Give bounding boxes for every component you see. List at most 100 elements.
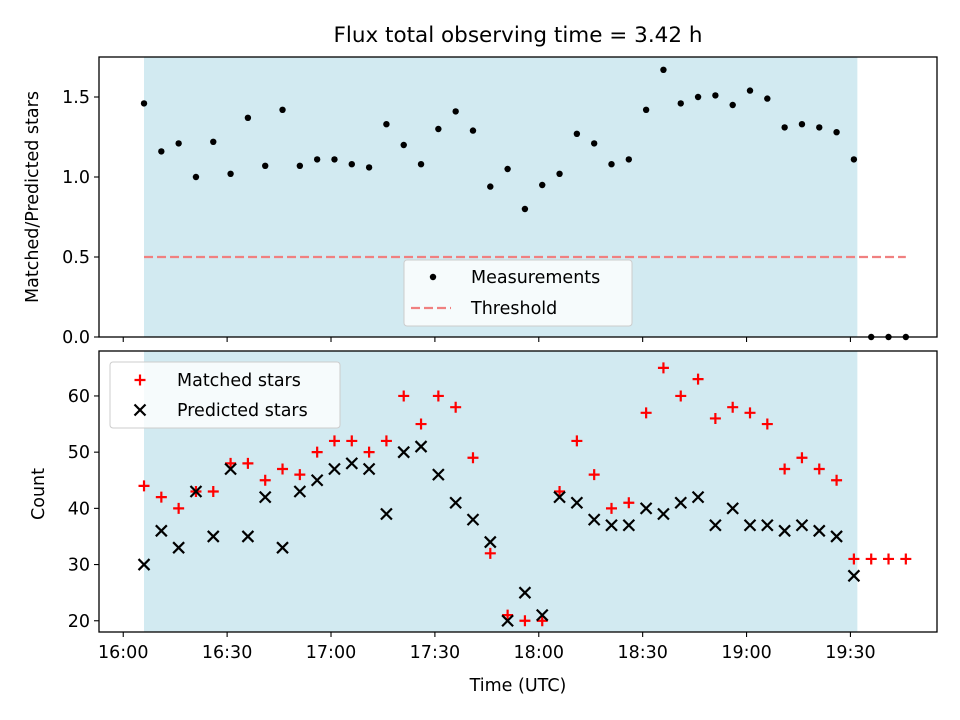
- measurement-point: [816, 124, 823, 131]
- measurement-point: [764, 95, 771, 102]
- matched-star-point: [138, 480, 150, 492]
- measurement-point: [833, 129, 840, 136]
- measurement-point: [417, 161, 425, 168]
- y-tick-label: 1.5: [62, 88, 90, 108]
- predicted-star-point: [484, 535, 497, 549]
- x-axis-label: Time (UTC): [469, 676, 567, 696]
- legend-box: [403, 259, 633, 327]
- legend-label-predicted: Predicted stars: [177, 401, 308, 421]
- predicted-star-point: [657, 507, 670, 521]
- matched-star-point: [761, 418, 773, 430]
- matched-star-point: [588, 469, 600, 481]
- measurement-point: [296, 162, 304, 169]
- count-panel: 20 30 40 50 60 16:00 16:30 17:00 17:30 18:00 18:30…: [68, 350, 938, 663]
- predicted-star-point: [276, 541, 289, 554]
- matched-star-point: [346, 435, 358, 447]
- predicted-star-point: [830, 530, 843, 543]
- measurement-point: [850, 156, 858, 163]
- predicted-star-point: [674, 496, 688, 510]
- matched-star-point: [640, 407, 652, 419]
- predicted-star-point: [726, 502, 739, 515]
- measurement-point: [348, 161, 355, 168]
- measurement-point: [556, 170, 563, 177]
- plot-frame: [98, 56, 938, 338]
- matched-star-point: [883, 553, 895, 565]
- measurement-point: [487, 183, 494, 190]
- predicted-star-point: [362, 462, 376, 476]
- predicted-star-point: [535, 608, 549, 622]
- matched-star-point: [415, 418, 427, 430]
- predicted-star-point: [709, 518, 722, 532]
- measurement-point: [262, 162, 269, 169]
- y-tick-label: 60: [68, 387, 90, 407]
- predicted-star-point: [258, 490, 272, 504]
- measurement-point: [244, 114, 252, 122]
- plot-frame: [98, 350, 938, 633]
- measurement-point: [365, 164, 373, 171]
- legend-marker-matched: [134, 374, 146, 386]
- measurement-point: [608, 161, 615, 168]
- measurement-point: [677, 100, 684, 107]
- predicted-star-point: [466, 513, 480, 526]
- predicted-star-point: [328, 462, 341, 476]
- predicted-star-point: [795, 518, 809, 532]
- measurement-point: [798, 121, 806, 128]
- x-tick-label: 19:30: [825, 643, 875, 663]
- predicted-star-point: [847, 569, 861, 583]
- y-tick-label: 0.0: [62, 328, 90, 348]
- predicted-star-point: [414, 440, 428, 453]
- measurement-point: [746, 87, 754, 94]
- measurement-point: [158, 148, 165, 155]
- measurement-point: [175, 140, 182, 147]
- matched-star-point: [623, 497, 635, 509]
- matched-star-point: [173, 502, 185, 514]
- matched-star-point: [432, 390, 444, 402]
- predicted-star-point: [206, 530, 220, 543]
- matched-star-point: [450, 401, 462, 413]
- predicted-star-point: [570, 496, 584, 510]
- x-tick-label: 18:00: [514, 643, 564, 663]
- measurement-point: [192, 173, 200, 181]
- matched-star-point: [657, 362, 669, 374]
- measurement-point: [642, 106, 650, 114]
- legend-marker-predicted: [133, 403, 147, 417]
- x-tick-label: 17:30: [410, 643, 460, 663]
- ratio-panel: 0.0 0.5 1.0 1.5 Measurements Threshold: [62, 56, 938, 348]
- matched-star-point: [155, 491, 167, 503]
- legend-marker-measurements: [429, 273, 437, 281]
- matched-star-point: [207, 486, 219, 497]
- matched-star-point: [744, 407, 756, 419]
- matched-star-point: [692, 373, 704, 385]
- predicted-star-point: [137, 558, 151, 571]
- measurement-point: [590, 140, 598, 147]
- predicted-star-point: [189, 485, 203, 498]
- legend: Matched stars Predicted stars: [109, 361, 341, 429]
- measurement-point: [140, 100, 148, 107]
- legend-box: [109, 361, 341, 429]
- predicted-star-point: [553, 490, 566, 504]
- y-tick-label: 0.5: [62, 248, 90, 268]
- matched-star-point: [519, 615, 531, 627]
- measurement-point: [400, 141, 407, 149]
- predicted-star-point: [224, 462, 237, 476]
- predicted-star-point: [293, 485, 307, 498]
- predicted-star-point: [397, 445, 411, 459]
- measurement-point: [313, 156, 321, 163]
- predicted-star-point: [380, 507, 393, 521]
- measurement-point: [660, 66, 667, 74]
- matched-star-point: [502, 609, 514, 621]
- predicted-star-point: [155, 524, 168, 538]
- x-tick-label: 19:00: [721, 643, 771, 663]
- predicted-star-point: [605, 518, 618, 532]
- measurement-point: [469, 127, 477, 134]
- y-tick-label: 20: [68, 612, 90, 632]
- matched-star-point: [554, 486, 566, 497]
- matched-star-point: [796, 452, 808, 464]
- matched-star-point: [900, 553, 912, 565]
- predicted-star-point: [761, 518, 774, 532]
- measurement-point: [694, 93, 702, 101]
- matched-star-point: [398, 390, 410, 402]
- measurement-point: [435, 125, 442, 133]
- x-tick-label: 16:30: [202, 643, 252, 663]
